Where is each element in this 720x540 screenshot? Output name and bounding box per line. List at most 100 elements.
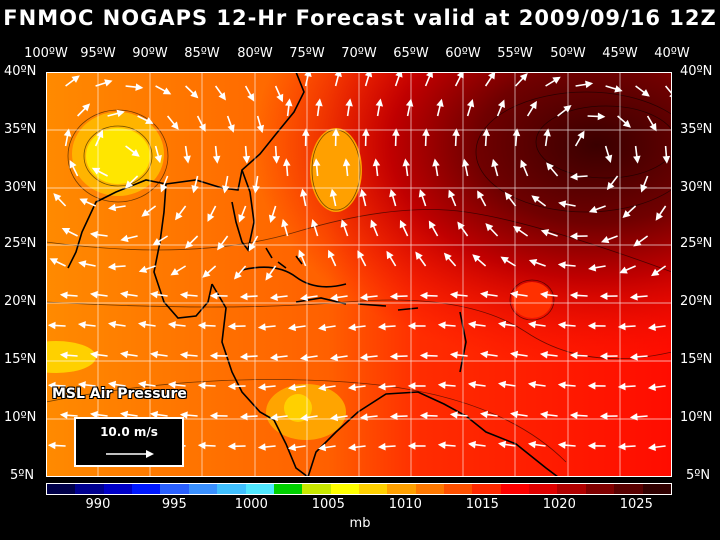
wind-arrow-head — [268, 214, 277, 223]
wind-arrow-head — [152, 238, 161, 246]
wind-arrow-head — [63, 128, 72, 137]
wind-arrow-head — [47, 441, 56, 450]
wind-arrow-head — [312, 158, 321, 167]
wind-arrow-head — [540, 229, 550, 237]
wind-arrow-head — [569, 351, 578, 360]
wind-arrow-head — [276, 93, 284, 103]
wind-arrow-head — [479, 410, 489, 419]
wind-arrow-head — [89, 230, 98, 239]
colorbar-tick-label: 1025 — [619, 497, 653, 512]
wind-arrow-head — [436, 98, 444, 107]
wind-arrow-head — [53, 193, 62, 202]
wind-arrow-head — [375, 98, 384, 107]
colorbar-swatch — [387, 484, 416, 494]
wind-arrow-head — [569, 291, 578, 300]
wind-arrow-head — [422, 128, 430, 136]
wind-arrow-head — [558, 200, 567, 208]
wind-arrow-head — [633, 155, 641, 164]
wind-arrow-head — [167, 321, 176, 329]
wind-arrow-head — [342, 158, 351, 167]
wind-arrow-head — [437, 441, 446, 449]
wind-arrow-head — [209, 292, 218, 300]
lat-label-right: 5ºN — [686, 468, 711, 483]
wind-arrow-head — [377, 442, 386, 451]
wind-arrow-head — [389, 412, 398, 421]
lat-label-left: 15ºN — [4, 352, 37, 367]
wind-arrow-head — [647, 323, 656, 331]
map-frame — [46, 72, 672, 477]
wind-arrow-head — [202, 269, 211, 278]
pressure-map — [46, 72, 672, 477]
wind-arrow-head — [389, 188, 397, 198]
wind-arrow-head — [59, 291, 68, 300]
wind-arrow-head — [617, 322, 626, 331]
wind-arrow-head — [405, 98, 414, 107]
colorbar-tick-label: 990 — [85, 497, 111, 512]
wind-arrow-head — [456, 72, 464, 79]
colorbar-swatch — [47, 484, 76, 494]
wind-arrow-head — [498, 440, 507, 449]
wind-arrow-head — [504, 191, 513, 201]
wind-arrow-head — [629, 413, 638, 421]
wind-arrow-head — [428, 220, 436, 229]
wind-arrow-head — [89, 350, 98, 359]
wind-arrow-head — [108, 203, 117, 212]
wind-arrow-head — [466, 98, 475, 108]
wind-arrow-head — [287, 443, 297, 452]
wind-arrow-head — [175, 211, 183, 221]
lon-label: 95ºW — [80, 46, 116, 61]
wind-arrow-head — [315, 98, 323, 107]
wind-arrow-head — [651, 268, 660, 277]
wind-arrow-head — [633, 238, 642, 247]
wind-arrow-head — [472, 254, 481, 263]
colorbar-swatch — [217, 484, 246, 494]
lat-label-right: 10ºN — [680, 410, 713, 425]
wind-scale-box: 10.0 m/s — [74, 417, 184, 467]
wind-arrow-head — [69, 160, 77, 169]
wind-arrow-head — [300, 413, 309, 422]
lat-label-right: 25ºN — [680, 236, 713, 251]
wind-arrow-head — [137, 320, 147, 329]
wind-arrow-head — [141, 209, 150, 217]
colorbar-swatch — [529, 484, 558, 494]
wind-arrow-head — [419, 291, 428, 300]
wind-arrow-head — [283, 158, 291, 167]
colorbar-swatch — [472, 484, 501, 494]
wind-arrow-head — [77, 381, 86, 389]
wind-arrow-head — [359, 188, 367, 197]
colorbar-swatch — [75, 484, 104, 494]
wind-arrow-head — [104, 79, 113, 87]
wind-arrow-head — [557, 321, 566, 329]
wind-arrow-head — [461, 158, 470, 167]
wind-arrow-head — [59, 351, 68, 360]
atlantic-low — [512, 282, 552, 318]
lon-label: 70ºW — [341, 46, 377, 61]
colorbar-tick-label: 1000 — [234, 497, 268, 512]
wind-arrow-head — [107, 262, 116, 271]
wind-arrow-head — [407, 442, 416, 450]
wind-vectors — [47, 72, 672, 452]
wind-arrow-head — [272, 155, 281, 164]
lat-label-right: 20ºN — [680, 294, 713, 309]
wind-arrow-head — [604, 154, 613, 164]
wind-arrow-head — [191, 184, 199, 194]
wind-arrow-head — [479, 290, 489, 299]
wind-arrow-head — [443, 252, 452, 261]
wind-arrow-head — [49, 258, 59, 266]
wind-arrow-head — [269, 293, 278, 301]
wind-arrow-head — [491, 158, 499, 168]
wind-arrow-head — [183, 155, 191, 164]
wind-arrow-head — [257, 323, 266, 331]
wind-arrow-head — [539, 351, 548, 359]
wind-arrow-head — [437, 321, 446, 329]
wind-arrow-head — [285, 98, 293, 107]
colorbar-tick-label: 1020 — [542, 497, 576, 512]
wind-arrow-head — [154, 154, 162, 164]
colorbar-swatch — [415, 484, 445, 494]
wind-arrow-head — [617, 442, 626, 451]
wind-arrow-head — [510, 290, 519, 299]
wind-arrow-head — [372, 158, 381, 167]
lat-label-left: 10ºN — [4, 410, 37, 425]
wind-arrow-head — [329, 293, 339, 302]
wind-arrow-head — [242, 155, 251, 164]
